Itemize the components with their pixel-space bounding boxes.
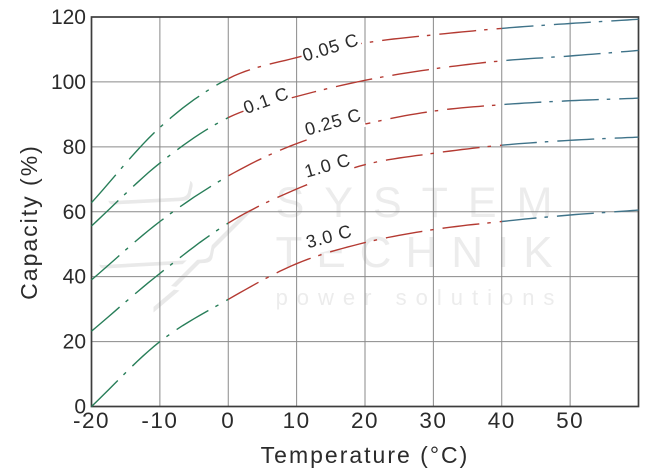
svg-text:Temperature (°C): Temperature (°C) [261, 442, 470, 468]
svg-text:-20: -20 [73, 408, 110, 433]
svg-text:80: 80 [63, 136, 86, 159]
svg-text:SYSTEM: SYSTEM [276, 179, 573, 227]
svg-text:-10: -10 [141, 408, 178, 433]
svg-text:0: 0 [221, 408, 235, 433]
svg-text:120: 120 [51, 6, 86, 29]
svg-text:100: 100 [51, 71, 86, 94]
svg-text:10: 10 [283, 408, 311, 433]
svg-text:50: 50 [556, 408, 584, 433]
svg-text:30: 30 [419, 408, 447, 433]
svg-text:20: 20 [63, 331, 86, 354]
svg-text:Capacity (%): Capacity (%) [16, 144, 42, 300]
svg-text:60: 60 [63, 201, 86, 224]
svg-text:40: 40 [488, 408, 516, 433]
svg-text:power solutions: power solutions [276, 285, 564, 310]
svg-text:40: 40 [63, 266, 86, 289]
svg-text:20: 20 [351, 408, 379, 433]
svg-text:0: 0 [74, 396, 86, 419]
